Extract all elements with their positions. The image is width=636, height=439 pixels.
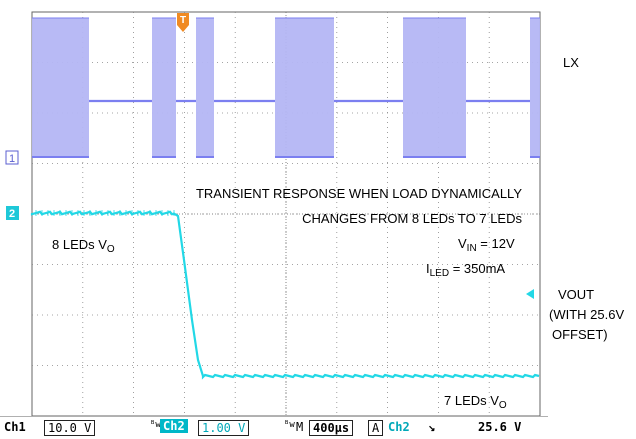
ch2-bandwidth-icon: ᴮw — [284, 420, 295, 430]
ch2-vout-waveform — [30, 210, 540, 380]
trigger-source[interactable]: Ch2 — [388, 420, 410, 434]
ch1-lx-waveform — [32, 17, 540, 158]
vin-label: VIN = 12V — [458, 236, 515, 254]
ch1-marker[interactable]: 1 — [5, 150, 19, 165]
title-line-2: CHANGES FROM 8 LEDs TO 7 LEDs — [302, 211, 522, 226]
ch2-marker-label: 2 — [9, 208, 15, 220]
trigger-position-marker[interactable]: T — [177, 13, 189, 32]
lx-switching-burst — [32, 18, 89, 157]
title-line-1: TRANSIENT RESPONSE WHEN LOAD DYNAMICALLY — [195, 186, 522, 201]
lx-switching-burst — [275, 18, 334, 157]
trigger-label: T — [180, 15, 186, 26]
timebase-value[interactable]: 400µs — [309, 420, 354, 436]
lx-switching-burst — [196, 18, 214, 157]
acquire-mode-label[interactable]: A — [368, 420, 384, 436]
trigger-slope-icon[interactable]: ↘ — [428, 420, 436, 434]
vout-trace — [30, 210, 540, 380]
timebase-m-label: M — [296, 420, 304, 434]
trigger-level[interactable]: 25.6 V — [478, 420, 522, 434]
ch1-channel-label[interactable]: Ch1 — [4, 420, 26, 434]
lx-switching-burst — [530, 18, 540, 157]
leds8-label: 8 LEDs VO — [52, 237, 115, 255]
vout-label-2: (WITH 25.6V — [549, 307, 625, 322]
vout-label-3: OFFSET) — [552, 327, 608, 342]
ch1-scale[interactable]: 10.0 V — [44, 420, 96, 436]
ch2-channel-label[interactable]: Ch2 — [160, 419, 188, 433]
iled-label: ILED = 350mA — [426, 261, 506, 279]
scope-status-bar: Ch1 10.0 V ᴮw Ch2 1.00 V ᴮw M 400µs A Ch… — [0, 416, 548, 439]
ch1-bandwidth-icon: ᴮw — [150, 420, 161, 430]
lx-switching-burst — [152, 18, 176, 157]
ch2-offset-arrow-icon[interactable] — [526, 289, 534, 299]
lx-label: LX — [563, 55, 579, 70]
vout-label-1: VOUT — [558, 287, 595, 302]
leds7-label: 7 LEDs VO — [444, 393, 507, 411]
ch1-marker-label: 1 — [9, 153, 15, 165]
lx-switching-burst — [403, 18, 466, 157]
ch2-marker[interactable]: 2 — [6, 206, 19, 220]
ch2-scale[interactable]: 1.00 V — [198, 420, 250, 436]
